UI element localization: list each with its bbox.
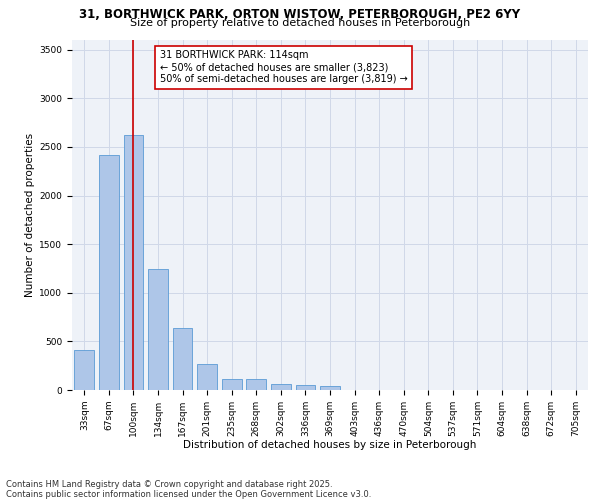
Text: 31, BORTHWICK PARK, ORTON WISTOW, PETERBOROUGH, PE2 6YY: 31, BORTHWICK PARK, ORTON WISTOW, PETERB…: [79, 8, 521, 20]
Y-axis label: Number of detached properties: Number of detached properties: [25, 133, 35, 297]
Text: Contains HM Land Registry data © Crown copyright and database right 2025.
Contai: Contains HM Land Registry data © Crown c…: [6, 480, 371, 499]
Text: 31 BORTHWICK PARK: 114sqm
← 50% of detached houses are smaller (3,823)
50% of se: 31 BORTHWICK PARK: 114sqm ← 50% of detac…: [160, 50, 407, 84]
Bar: [148, 270, 168, 390]
Text: Size of property relative to detached houses in Peterborough: Size of property relative to detached ho…: [130, 18, 470, 28]
Bar: [247, 380, 266, 390]
X-axis label: Distribution of detached houses by size in Peterborough: Distribution of detached houses by size …: [184, 440, 476, 450]
Bar: [124, 136, 143, 390]
Bar: [222, 380, 242, 390]
Bar: [74, 350, 94, 390]
Bar: [320, 386, 340, 390]
Bar: [197, 364, 217, 390]
Bar: [271, 384, 290, 390]
Bar: [173, 328, 193, 390]
Bar: [99, 154, 119, 390]
Bar: [296, 385, 315, 390]
